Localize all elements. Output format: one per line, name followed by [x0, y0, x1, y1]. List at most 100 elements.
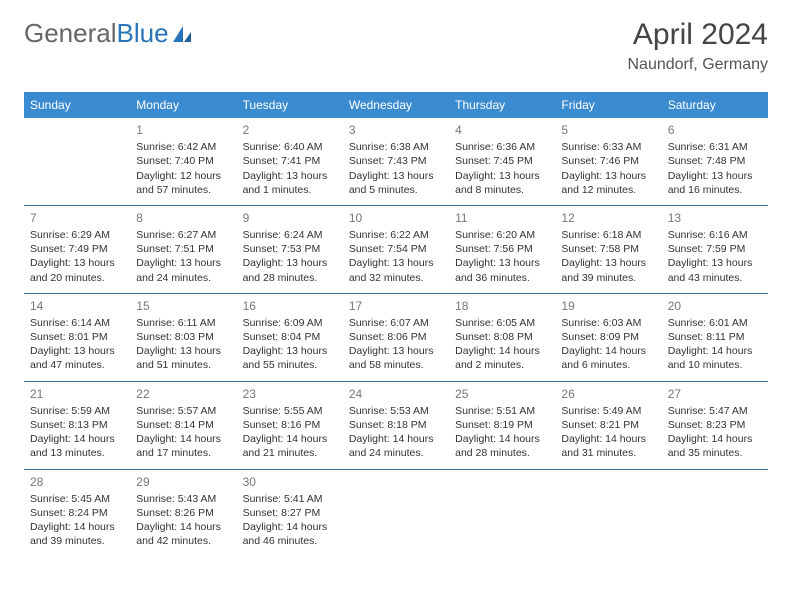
day-info: Sunrise: 5:41 AMSunset: 8:27 PMDaylight:…	[243, 492, 337, 549]
day-info: Sunrise: 5:57 AMSunset: 8:14 PMDaylight:…	[136, 404, 230, 461]
day-number: 5	[561, 122, 655, 138]
calendar-day-cell: 17 Sunrise: 6:07 AMSunset: 8:06 PMDayligh…	[343, 293, 449, 381]
day-info: Sunrise: 6:40 AMSunset: 7:41 PMDaylight:…	[243, 140, 337, 197]
day-number: 13	[668, 210, 762, 226]
calendar-day-cell: 23 Sunrise: 5:55 AMSunset: 8:16 PMDayligh…	[237, 381, 343, 469]
day-number: 10	[349, 210, 443, 226]
calendar-day-cell: 13Sunrise: 6:16 AMSunset: 7:59 PMDayligh…	[662, 205, 768, 293]
logo-text-1: General	[24, 18, 117, 49]
page-title: April 2024	[627, 18, 768, 52]
calendar-day-cell: 27 Sunrise: 5:47 AMSunset: 8:23 PMDayligh…	[662, 381, 768, 469]
day-info: Sunrise: 6:29 AMSunset: 7:49 PMDaylight:…	[30, 228, 124, 285]
calendar-table: SundayMondayTuesdayWednesdayThursdayFrid…	[24, 92, 768, 556]
calendar-day-cell: 3 Sunrise: 6:38 AMSunset: 7:43 PMDaylight…	[343, 118, 449, 205]
calendar-day-cell: 5 Sunrise: 6:33 AMSunset: 7:46 PMDaylight…	[555, 118, 661, 205]
day-number: 24	[349, 386, 443, 402]
day-header: Saturday	[662, 92, 768, 118]
calendar-day-cell: 6 Sunrise: 6:31 AMSunset: 7:48 PMDaylight…	[662, 118, 768, 205]
day-number: 16	[243, 298, 337, 314]
calendar-day-cell: 12Sunrise: 6:18 AMSunset: 7:58 PMDayligh…	[555, 205, 661, 293]
calendar-day-cell: 30 Sunrise: 5:41 AMSunset: 8:27 PMDayligh…	[237, 469, 343, 556]
day-number: 18	[455, 298, 549, 314]
day-info: Sunrise: 6:36 AMSunset: 7:45 PMDaylight:…	[455, 140, 549, 197]
calendar-week-row: 28 Sunrise: 5:45 AMSunset: 8:24 PMDayligh…	[24, 469, 768, 556]
day-info: Sunrise: 6:01 AMSunset: 8:11 PMDaylight:…	[668, 316, 762, 373]
calendar-day-cell: 11 Sunrise: 6:20 AMSunset: 7:56 PMDayligh…	[449, 205, 555, 293]
day-number: 14	[30, 298, 124, 314]
calendar-day-cell: 18 Sunrise: 6:05 AMSunset: 8:08 PMDayligh…	[449, 293, 555, 381]
day-header: Sunday	[24, 92, 130, 118]
day-number: 26	[561, 386, 655, 402]
location-label: Naundorf, Germany	[627, 56, 768, 74]
day-info: Sunrise: 5:53 AMSunset: 8:18 PMDaylight:…	[349, 404, 443, 461]
calendar-day-cell: 20Sunrise: 6:01 AMSunset: 8:11 PMDayligh…	[662, 293, 768, 381]
day-info: Sunrise: 6:07 AMSunset: 8:06 PMDaylight:…	[349, 316, 443, 373]
calendar-body: 1 Sunrise: 6:42 AMSunset: 7:40 PMDaylight…	[24, 118, 768, 556]
day-info: Sunrise: 5:49 AMSunset: 8:21 PMDaylight:…	[561, 404, 655, 461]
day-header: Wednesday	[343, 92, 449, 118]
calendar-day-cell	[24, 118, 130, 205]
day-number: 23	[243, 386, 337, 402]
calendar-day-cell: 26 Sunrise: 5:49 AMSunset: 8:21 PMDayligh…	[555, 381, 661, 469]
calendar-day-cell: 16 Sunrise: 6:09 AMSunset: 8:04 PMDayligh…	[237, 293, 343, 381]
calendar-day-cell: 24 Sunrise: 5:53 AMSunset: 8:18 PMDayligh…	[343, 381, 449, 469]
day-number: 7	[30, 210, 124, 226]
calendar-day-cell	[555, 469, 661, 556]
calendar-day-cell: 29 Sunrise: 5:43 AMSunset: 8:26 PMDayligh…	[130, 469, 236, 556]
calendar-day-cell: 2 Sunrise: 6:40 AMSunset: 7:41 PMDaylight…	[237, 118, 343, 205]
calendar-day-cell: 1 Sunrise: 6:42 AMSunset: 7:40 PMDaylight…	[130, 118, 236, 205]
day-number: 28	[30, 474, 124, 490]
title-block: April 2024 Naundorf, Germany	[627, 18, 768, 74]
day-number: 2	[243, 122, 337, 138]
logo: GeneralBlue	[24, 18, 193, 49]
day-info: Sunrise: 6:38 AMSunset: 7:43 PMDaylight:…	[349, 140, 443, 197]
day-number: 25	[455, 386, 549, 402]
day-info: Sunrise: 6:11 AMSunset: 8:03 PMDaylight:…	[136, 316, 230, 373]
calendar-day-cell: 15 Sunrise: 6:11 AMSunset: 8:03 PMDayligh…	[130, 293, 236, 381]
day-header: Friday	[555, 92, 661, 118]
day-header-row: SundayMondayTuesdayWednesdayThursdayFrid…	[24, 92, 768, 118]
calendar-day-cell: 14Sunrise: 6:14 AMSunset: 8:01 PMDayligh…	[24, 293, 130, 381]
day-info: Sunrise: 6:42 AMSunset: 7:40 PMDaylight:…	[136, 140, 230, 197]
day-number: 22	[136, 386, 230, 402]
day-number: 1	[136, 122, 230, 138]
logo-text-2: Blue	[117, 18, 169, 49]
calendar-week-row: 21Sunrise: 5:59 AMSunset: 8:13 PMDayligh…	[24, 381, 768, 469]
day-info: Sunrise: 6:33 AMSunset: 7:46 PMDaylight:…	[561, 140, 655, 197]
day-info: Sunrise: 6:03 AMSunset: 8:09 PMDaylight:…	[561, 316, 655, 373]
day-number: 27	[668, 386, 762, 402]
day-number: 17	[349, 298, 443, 314]
day-number: 21	[30, 386, 124, 402]
day-number: 30	[243, 474, 337, 490]
day-info: Sunrise: 6:24 AMSunset: 7:53 PMDaylight:…	[243, 228, 337, 285]
day-number: 11	[455, 210, 549, 226]
day-number: 15	[136, 298, 230, 314]
day-number: 4	[455, 122, 549, 138]
calendar-day-cell: 21Sunrise: 5:59 AMSunset: 8:13 PMDayligh…	[24, 381, 130, 469]
day-info: Sunrise: 6:31 AMSunset: 7:48 PMDaylight:…	[668, 140, 762, 197]
calendar-day-cell: 10 Sunrise: 6:22 AMSunset: 7:54 PMDayligh…	[343, 205, 449, 293]
day-info: Sunrise: 5:51 AMSunset: 8:19 PMDaylight:…	[455, 404, 549, 461]
calendar-day-cell: 28 Sunrise: 5:45 AMSunset: 8:24 PMDayligh…	[24, 469, 130, 556]
day-info: Sunrise: 6:20 AMSunset: 7:56 PMDaylight:…	[455, 228, 549, 285]
day-info: Sunrise: 5:43 AMSunset: 8:26 PMDaylight:…	[136, 492, 230, 549]
calendar-day-cell: 25 Sunrise: 5:51 AMSunset: 8:19 PMDayligh…	[449, 381, 555, 469]
day-info: Sunrise: 5:55 AMSunset: 8:16 PMDaylight:…	[243, 404, 337, 461]
day-info: Sunrise: 5:45 AMSunset: 8:24 PMDaylight:…	[30, 492, 124, 549]
calendar-day-cell: 7 Sunrise: 6:29 AMSunset: 7:49 PMDaylight…	[24, 205, 130, 293]
calendar-day-cell: 8 Sunrise: 6:27 AMSunset: 7:51 PMDaylight…	[130, 205, 236, 293]
day-number: 29	[136, 474, 230, 490]
day-number: 6	[668, 122, 762, 138]
day-info: Sunrise: 6:22 AMSunset: 7:54 PMDaylight:…	[349, 228, 443, 285]
day-number: 19	[561, 298, 655, 314]
day-info: Sunrise: 6:27 AMSunset: 7:51 PMDaylight:…	[136, 228, 230, 285]
day-number: 8	[136, 210, 230, 226]
day-number: 3	[349, 122, 443, 138]
day-info: Sunrise: 6:18 AMSunset: 7:58 PMDaylight:…	[561, 228, 655, 285]
calendar-week-row: 1 Sunrise: 6:42 AMSunset: 7:40 PMDaylight…	[24, 118, 768, 205]
day-info: Sunrise: 6:05 AMSunset: 8:08 PMDaylight:…	[455, 316, 549, 373]
day-info: Sunrise: 5:47 AMSunset: 8:23 PMDaylight:…	[668, 404, 762, 461]
day-info: Sunrise: 6:09 AMSunset: 8:04 PMDaylight:…	[243, 316, 337, 373]
calendar-day-cell	[343, 469, 449, 556]
calendar-week-row: 14Sunrise: 6:14 AMSunset: 8:01 PMDayligh…	[24, 293, 768, 381]
